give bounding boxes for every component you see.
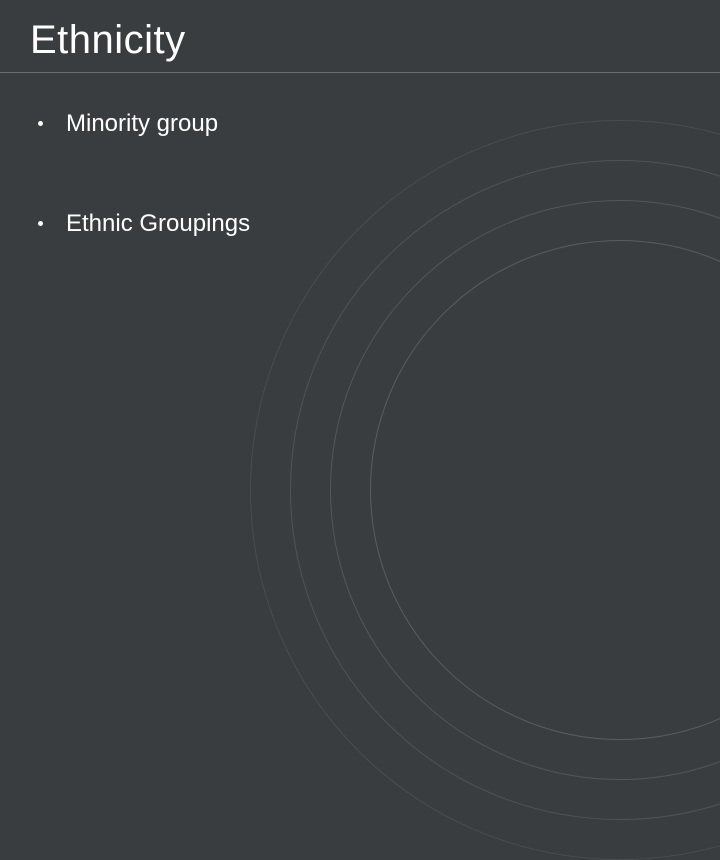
slide-title: Ethnicity <box>30 18 186 63</box>
arc-icon <box>290 160 720 820</box>
bullet-item: Ethnic Groupings <box>38 210 250 238</box>
bullet-list: Minority group Ethnic Groupings <box>38 110 250 310</box>
arc-icon <box>330 200 720 780</box>
presentation-slide: Ethnicity Minority group Ethnic Grouping… <box>0 0 720 540</box>
arc-icon <box>250 120 720 860</box>
title-underline <box>0 72 720 73</box>
arc-icon <box>370 240 720 740</box>
bullet-item: Minority group <box>38 110 250 138</box>
